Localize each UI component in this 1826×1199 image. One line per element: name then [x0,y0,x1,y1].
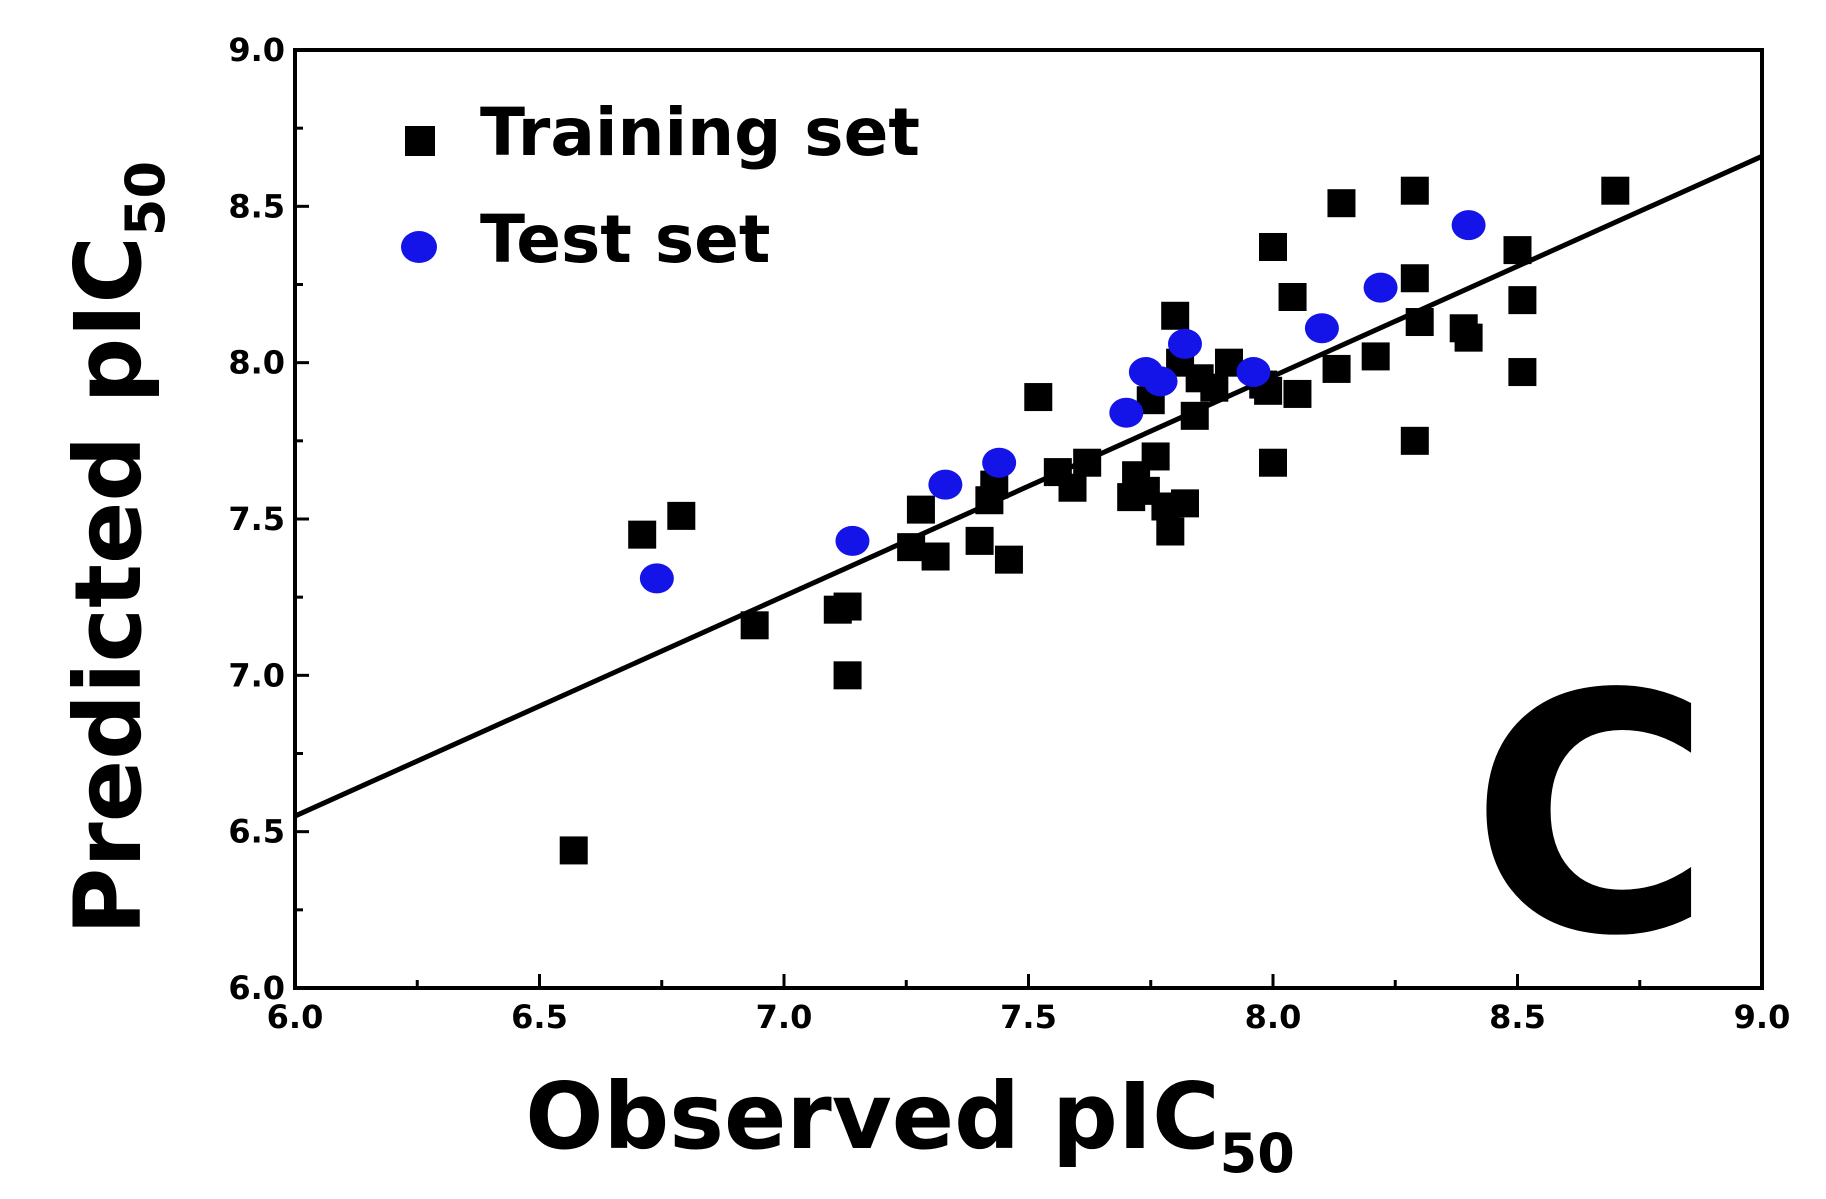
training-point [833,592,862,621]
test-point [1109,397,1144,428]
plot-frame [293,48,1764,990]
y-tick-label: 7.0 [228,656,285,694]
test-point [1451,210,1486,241]
training-point [1156,517,1185,546]
training-set-series [559,176,1630,865]
training-point [628,520,657,549]
x-tick-label: 7.0 [756,998,813,1036]
training-point [1508,358,1537,387]
training-point [1454,323,1483,352]
training-point [1161,301,1190,330]
y-tick-label: 8.0 [228,344,285,382]
test-point [835,525,870,556]
legend-label-training: Training set [480,94,920,171]
training-point [1283,379,1312,408]
training-point [1508,286,1537,315]
y-axis-title-subscript: 50 [114,161,177,236]
training-point [1503,236,1532,265]
y-axis-title-main: Predicted pIC [55,236,162,935]
regression-line-layer [293,154,1764,819]
test-point [1363,272,1398,303]
training-point [1327,189,1356,218]
test-point [982,447,1017,478]
legend-marker-test [401,231,437,263]
training-point [1259,232,1287,261]
training-point [1601,176,1630,205]
training-point [1400,176,1429,205]
panel-label: C [1470,624,1712,1008]
y-tick-label: 6.0 [228,969,285,1007]
training-point [1058,473,1087,502]
training-point [921,542,950,571]
training-point [1405,308,1434,337]
test-set-series [639,210,1486,594]
training-point [1278,283,1307,312]
test-point [928,469,963,500]
training-point [965,526,994,555]
legend-label-test: Test set [480,201,770,278]
training-point [1170,489,1199,518]
training-point [1073,448,1102,477]
legend-marker-training [405,126,435,156]
regression-line [293,154,1764,819]
training-point [833,661,862,690]
x-tick-label: 6.5 [511,998,568,1036]
y-axis-title: Predicted pIC50 [55,161,177,935]
training-point [994,545,1023,574]
training-point [1259,448,1287,477]
training-point [1141,442,1170,471]
training-point [1200,373,1229,402]
x-axis-title-subscript: 50 [1220,1122,1295,1185]
y-tick-label: 6.5 [228,813,285,851]
x-tick-label: 8.5 [1489,998,1546,1036]
training-point [1180,401,1209,430]
data-points [559,176,1630,865]
training-point [906,495,935,524]
legend: Training set Test set [401,94,920,278]
test-point [1167,328,1202,359]
training-point [897,533,926,562]
training-point [740,611,769,640]
x-axis-title: Observed pIC50 [525,1063,1295,1185]
y-tick-label: 8.5 [228,187,285,225]
x-tick-label: 9.0 [1734,998,1791,1036]
test-point [1143,366,1178,397]
y-tick-label: 9.0 [228,31,285,69]
training-point [559,836,588,865]
training-point [1361,342,1390,371]
test-point [639,563,674,594]
training-point [1322,354,1351,383]
tick-labels: 6.0 6.5 7.0 7.5 8.0 8.5 9.0 6.0 6.5 7.0 7.5 8.0 8.5 9… [228,31,1790,1036]
x-tick-label: 8.0 [1245,998,1302,1036]
test-point [1236,357,1271,388]
training-point [1400,426,1429,455]
training-point [1024,383,1053,412]
x-tick-label: 6.0 [267,998,324,1036]
training-point [667,501,696,530]
test-point [1304,313,1339,344]
x-tick-label: 7.5 [1000,998,1057,1036]
y-tick-label: 7.5 [228,500,285,538]
training-point [1400,264,1429,293]
x-axis-title-main: Observed pIC [525,1063,1219,1170]
